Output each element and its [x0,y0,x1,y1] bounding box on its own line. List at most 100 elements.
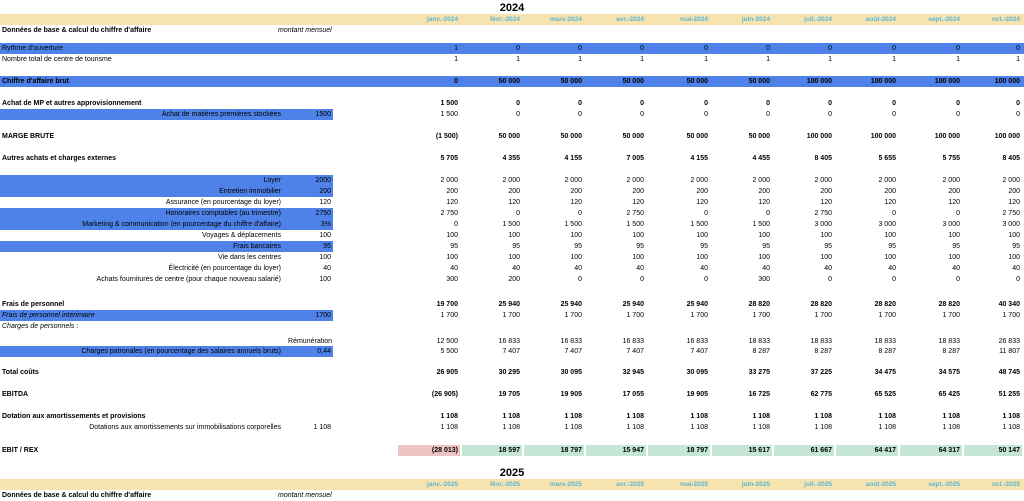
value-cell[interactable]: 50 000 [748,78,770,85]
value-cell[interactable]: 19 905 [686,391,708,398]
value-cell[interactable]: 120 [508,199,520,206]
value-cell[interactable]: 0 [640,111,644,118]
value-cell[interactable]: 120 [820,199,832,206]
value-cell[interactable]: (26 905) [431,391,458,398]
value-cell[interactable]: 100 [948,254,960,261]
value-cell[interactable]: 95 [636,243,644,250]
month-header[interactable]: mars-2025 [549,481,582,488]
value-cell[interactable]: 0 [516,100,520,107]
value-cell[interactable]: 25 940 [498,301,520,308]
value-cell[interactable]: 1 700 [502,312,520,319]
value-cell[interactable]: 28 820 [810,301,832,308]
value-cell[interactable]: 3 000 [814,221,832,228]
value-cell[interactable]: 1 500 [752,221,770,228]
month-header[interactable]: janv.-2024 [427,16,458,23]
input-value[interactable]: 3% [283,219,333,230]
value-cell[interactable]: 95 [700,243,708,250]
value-cell[interactable]: 8 287 [942,348,960,355]
value-cell[interactable]: 0 [892,100,896,107]
value-cell[interactable]: 18 797 [648,445,710,456]
value-cell[interactable] [900,321,962,332]
value-cell[interactable]: 33 275 [748,369,770,376]
value-cell[interactable]: 100 [758,232,770,239]
value-cell[interactable]: 2 750 [626,210,644,217]
value-cell[interactable]: 0 [704,276,708,283]
value-cell[interactable]: 28 820 [748,301,770,308]
value-cell[interactable]: 200 [696,188,708,195]
value-cell[interactable]: 18 833 [874,338,896,345]
value-cell[interactable]: 1 108 [942,413,960,420]
input-value[interactable]: 1 108 [313,424,331,431]
value-cell[interactable]: 0 [828,100,832,107]
value-cell[interactable]: 4 155 [690,155,708,162]
value-cell[interactable]: 120 [446,199,458,206]
input-value[interactable]: 100 [319,276,331,283]
value-cell[interactable]: 1 108 [564,413,582,420]
value-cell[interactable]: 40 [574,265,582,272]
value-cell[interactable]: 1 700 [752,312,770,319]
value-cell[interactable]: 50 000 [498,78,520,85]
value-cell[interactable]: 8 287 [752,348,770,355]
value-cell[interactable]: 1 108 [878,413,896,420]
value-cell[interactable]: 120 [884,199,896,206]
month-header[interactable]: févr.-2024 [490,16,520,23]
value-cell[interactable]: 25 940 [622,301,644,308]
month-header[interactable]: juil.-2025 [804,481,832,488]
value-cell[interactable]: 1 108 [502,424,520,431]
value-cell[interactable]: 120 [1008,199,1020,206]
value-cell[interactable]: 50 000 [622,133,644,140]
value-cell[interactable]: 1 108 [814,424,832,431]
value-cell[interactable]: 100 [570,232,582,239]
value-cell[interactable]: 2 750 [814,210,832,217]
value-cell[interactable]: 40 [636,265,644,272]
value-cell[interactable]: 26 905 [436,369,458,376]
value-cell[interactable]: 15 947 [586,445,646,456]
value-cell[interactable]: 0 [578,100,582,107]
month-header[interactable]: sept.-2025 [928,481,960,488]
value-cell[interactable]: 17 055 [622,391,644,398]
value-cell[interactable]: 1 700 [626,312,644,319]
value-cell[interactable]: 200 [446,188,458,195]
value-cell[interactable]: 40 [762,265,770,272]
value-cell[interactable]: 0 [578,111,582,118]
value-cell[interactable]: 200 [820,188,832,195]
value-cell[interactable]: 28 820 [874,301,896,308]
value-cell[interactable]: 1 [454,56,458,63]
month-header[interactable]: avr.-2025 [616,481,644,488]
value-cell[interactable]: 16 833 [622,338,644,345]
value-cell[interactable]: 120 [948,199,960,206]
value-cell[interactable]: 100 [884,254,896,261]
value-cell[interactable]: 65 525 [874,391,896,398]
value-cell[interactable]: 95 [824,243,832,250]
value-cell[interactable]: 32 945 [622,369,644,376]
input-value[interactable]: 95 [283,241,333,252]
value-cell[interactable]: 1 500 [626,221,644,228]
value-cell[interactable]: 1 500 [502,221,520,228]
value-cell[interactable]: 1 108 [440,413,458,420]
value-cell[interactable]: 200 [570,188,582,195]
value-cell[interactable]: 1 700 [1002,312,1020,319]
value-cell[interactable]: 61 667 [774,445,834,456]
input-value[interactable]: 120 [319,199,331,206]
value-cell[interactable]: 1 108 [626,424,644,431]
value-cell[interactable]: 2 000 [942,177,960,184]
value-cell[interactable]: 15 617 [712,445,772,456]
value-cell[interactable]: 100 [632,254,644,261]
value-cell[interactable]: 34 475 [874,369,896,376]
value-cell[interactable]: 7 407 [626,348,644,355]
value-cell[interactable]: 8 405 [1002,155,1020,162]
value-cell[interactable]: 200 [758,188,770,195]
value-cell[interactable]: 30 095 [686,369,708,376]
value-cell[interactable]: 8 405 [814,155,832,162]
value-cell[interactable]: 2 000 [752,177,770,184]
value-cell[interactable]: 200 [1008,188,1020,195]
value-cell[interactable]: 8 287 [814,348,832,355]
value-cell[interactable]: 3 000 [1002,221,1020,228]
value-cell[interactable]: 100 000 [994,133,1020,140]
value-cell[interactable]: 51 255 [998,391,1020,398]
value-cell[interactable]: 100 [820,254,832,261]
value-cell[interactable]: 1 700 [440,312,458,319]
value-cell[interactable]: 5 655 [878,155,896,162]
value-cell[interactable]: 0 [578,210,582,217]
value-cell[interactable]: 19 700 [436,301,458,308]
